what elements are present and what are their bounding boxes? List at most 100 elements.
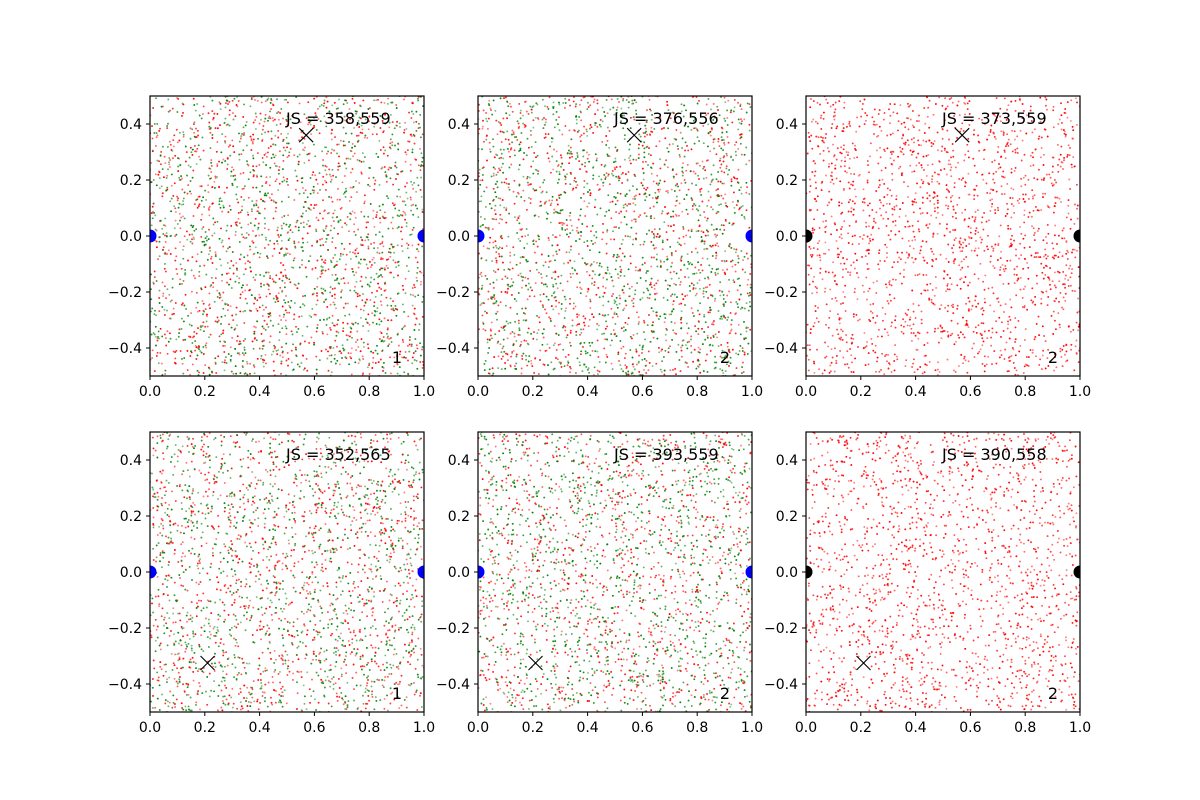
data-point bbox=[154, 173, 157, 176]
data-point bbox=[338, 350, 341, 353]
data-point bbox=[613, 313, 616, 315]
data-point bbox=[284, 268, 287, 271]
data-point bbox=[501, 199, 504, 201]
data-point bbox=[547, 373, 550, 376]
data-point bbox=[338, 155, 340, 158]
data-point bbox=[688, 340, 691, 343]
data-point bbox=[333, 357, 336, 360]
data-point bbox=[591, 277, 594, 280]
data-point bbox=[167, 122, 169, 125]
data-point bbox=[271, 117, 274, 119]
data-point bbox=[406, 149, 409, 152]
data-point bbox=[662, 296, 665, 299]
data-point bbox=[166, 186, 169, 189]
data-point bbox=[352, 270, 354, 273]
data-point bbox=[574, 269, 577, 272]
data-point bbox=[675, 214, 678, 217]
data-point bbox=[653, 236, 656, 239]
data-point bbox=[721, 317, 724, 320]
data-point bbox=[494, 109, 497, 112]
data-point bbox=[691, 182, 693, 185]
data-point bbox=[201, 300, 204, 302]
data-point bbox=[635, 348, 638, 351]
data-point bbox=[337, 143, 340, 146]
data-point bbox=[717, 310, 720, 312]
data-point bbox=[328, 173, 331, 176]
data-point bbox=[407, 270, 410, 273]
data-point bbox=[308, 314, 311, 317]
data-point bbox=[310, 336, 313, 339]
data-point bbox=[580, 119, 583, 122]
data-point bbox=[565, 218, 568, 221]
data-point bbox=[692, 170, 695, 173]
data-point bbox=[181, 357, 183, 360]
data-point bbox=[699, 190, 702, 193]
data-point bbox=[377, 361, 380, 364]
data-point bbox=[703, 248, 706, 251]
data-point bbox=[708, 283, 711, 286]
data-point bbox=[714, 297, 717, 300]
data-point bbox=[202, 353, 205, 355]
data-point bbox=[382, 361, 385, 364]
data-point bbox=[313, 204, 316, 207]
data-point bbox=[636, 282, 639, 285]
data-point bbox=[585, 365, 588, 368]
data-point bbox=[479, 273, 482, 276]
data-point bbox=[743, 216, 746, 218]
data-point bbox=[558, 101, 560, 104]
data-point bbox=[319, 275, 322, 278]
data-point bbox=[579, 168, 581, 171]
data-point bbox=[649, 133, 651, 136]
data-point bbox=[498, 330, 501, 332]
data-point bbox=[624, 173, 627, 176]
data-point bbox=[656, 279, 659, 282]
data-point bbox=[569, 371, 571, 374]
data-point bbox=[576, 357, 579, 360]
data-point bbox=[490, 175, 493, 178]
data-point bbox=[255, 202, 258, 205]
data-point bbox=[342, 347, 345, 350]
data-point bbox=[409, 293, 412, 296]
data-point bbox=[150, 310, 153, 313]
data-point bbox=[610, 172, 613, 175]
data-point bbox=[321, 217, 324, 220]
data-point bbox=[521, 307, 524, 310]
data-point bbox=[526, 298, 529, 301]
data-point bbox=[325, 225, 328, 228]
data-point bbox=[486, 127, 489, 130]
data-point bbox=[322, 164, 324, 167]
data-point bbox=[326, 234, 329, 237]
data-point bbox=[156, 134, 159, 137]
data-point bbox=[550, 305, 553, 308]
data-point bbox=[315, 368, 318, 371]
data-point bbox=[703, 165, 706, 168]
data-point bbox=[717, 180, 720, 183]
data-point bbox=[648, 194, 651, 196]
data-point bbox=[368, 260, 371, 263]
data-point bbox=[363, 202, 366, 205]
data-point bbox=[571, 272, 574, 275]
data-point bbox=[197, 205, 200, 208]
data-point bbox=[670, 252, 673, 254]
data-point bbox=[722, 372, 725, 375]
data-point bbox=[355, 112, 358, 115]
data-point bbox=[720, 126, 723, 129]
data-point bbox=[529, 202, 532, 205]
data-point bbox=[210, 284, 213, 287]
data-point bbox=[560, 156, 563, 159]
data-point bbox=[313, 97, 316, 100]
data-point bbox=[720, 170, 723, 173]
data-point bbox=[392, 259, 395, 262]
data-point bbox=[170, 173, 173, 176]
data-point bbox=[569, 248, 572, 251]
data-point bbox=[632, 334, 635, 336]
data-point bbox=[569, 259, 572, 262]
data-point bbox=[620, 368, 623, 370]
data-point bbox=[393, 127, 396, 130]
data-point bbox=[331, 104, 334, 107]
data-point bbox=[545, 211, 548, 214]
data-point bbox=[285, 276, 288, 279]
data-point bbox=[714, 333, 717, 336]
data-point bbox=[577, 231, 580, 234]
data-point bbox=[553, 126, 556, 129]
